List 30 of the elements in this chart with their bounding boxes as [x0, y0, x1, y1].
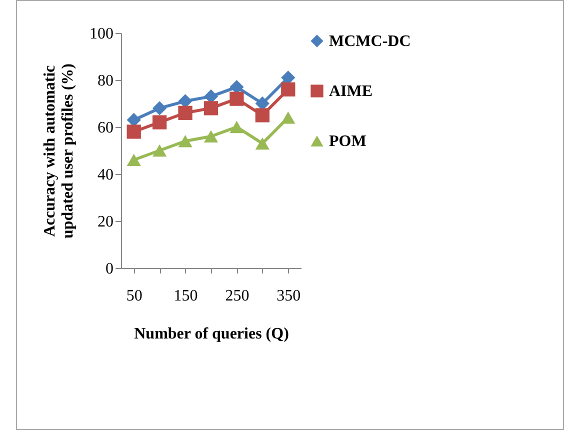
legend-label: AIME — [329, 83, 373, 100]
point — [281, 111, 296, 124]
point — [255, 137, 270, 150]
point — [178, 134, 192, 148]
point — [204, 130, 218, 143]
x-tick-label: 250 — [225, 288, 250, 304]
legend-label: POM — [329, 133, 366, 150]
point — [281, 82, 296, 96]
point — [230, 92, 244, 106]
point — [126, 124, 141, 139]
y-tick-label: 80 — [98, 72, 114, 90]
x-tick-label: 50 — [126, 288, 142, 304]
x-axis-title: Number of queries (Q) — [134, 326, 289, 342]
point — [255, 108, 270, 122]
y-axis-title: Accuracy with automatic updated user profiles (%) — [42, 64, 76, 238]
y-tick-label: 60 — [98, 120, 114, 136]
y-tick-label: 40 — [98, 166, 114, 184]
point — [152, 144, 167, 157]
point — [178, 106, 192, 120]
y-tick-label: 0 — [106, 260, 114, 278]
point — [230, 120, 244, 134]
x-tick-label: 350 — [276, 288, 301, 304]
y-tick-label: 100 — [90, 26, 114, 42]
point — [152, 115, 167, 130]
y-tick-label: 20 — [98, 214, 114, 230]
legend-label: MCMC-DC — [329, 33, 411, 50]
point — [204, 101, 218, 116]
point — [126, 154, 141, 166]
point — [152, 101, 167, 116]
x-tick-label: 150 — [174, 288, 198, 304]
